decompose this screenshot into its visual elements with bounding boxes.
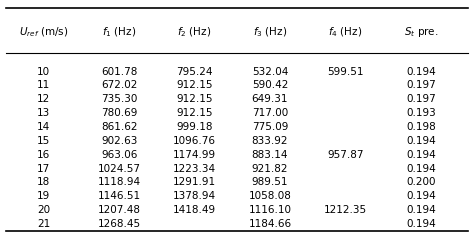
Text: 1058.08: 1058.08: [248, 191, 292, 201]
Text: 0.194: 0.194: [406, 205, 436, 215]
Text: 0.194: 0.194: [406, 164, 436, 173]
Text: 1174.99: 1174.99: [173, 150, 216, 160]
Text: 912.15: 912.15: [176, 80, 213, 91]
Text: 0.200: 0.200: [406, 178, 436, 187]
Text: 0.193: 0.193: [406, 108, 436, 118]
Text: 775.09: 775.09: [252, 122, 288, 132]
Text: 17: 17: [37, 164, 50, 173]
Text: $\mathit{S}_t$ pre.: $\mathit{S}_t$ pre.: [403, 25, 438, 39]
Text: 921.82: 921.82: [252, 164, 288, 173]
Text: 883.14: 883.14: [252, 150, 288, 160]
Text: 532.04: 532.04: [252, 67, 288, 77]
Text: 0.194: 0.194: [406, 136, 436, 146]
Text: 18: 18: [37, 178, 50, 187]
Text: 833.92: 833.92: [252, 136, 288, 146]
Text: 1291.91: 1291.91: [173, 178, 216, 187]
Text: 1116.10: 1116.10: [248, 205, 292, 215]
Text: 1268.45: 1268.45: [98, 219, 141, 229]
Text: 649.31: 649.31: [252, 94, 288, 104]
Text: 1184.66: 1184.66: [248, 219, 292, 229]
Text: 861.62: 861.62: [101, 122, 137, 132]
Text: 1146.51: 1146.51: [98, 191, 141, 201]
Text: 16: 16: [37, 150, 50, 160]
Text: 19: 19: [37, 191, 50, 201]
Text: 601.78: 601.78: [101, 67, 137, 77]
Text: 21: 21: [37, 219, 50, 229]
Text: 1223.34: 1223.34: [173, 164, 216, 173]
Text: 912.15: 912.15: [176, 94, 213, 104]
Text: 780.69: 780.69: [101, 108, 137, 118]
Text: 957.87: 957.87: [327, 150, 364, 160]
Text: $\mathit{f}_3$ (Hz): $\mathit{f}_3$ (Hz): [253, 25, 287, 39]
Text: 1096.76: 1096.76: [173, 136, 216, 146]
Text: 1378.94: 1378.94: [173, 191, 216, 201]
Text: 11: 11: [37, 80, 50, 91]
Text: 999.18: 999.18: [176, 122, 213, 132]
Text: 1118.94: 1118.94: [98, 178, 141, 187]
Text: 963.06: 963.06: [101, 150, 137, 160]
Text: 15: 15: [37, 136, 50, 146]
Text: 735.30: 735.30: [101, 94, 137, 104]
Text: 1418.49: 1418.49: [173, 205, 216, 215]
Text: 0.194: 0.194: [406, 219, 436, 229]
Text: 1024.57: 1024.57: [98, 164, 141, 173]
Text: 672.02: 672.02: [101, 80, 137, 91]
Text: $\mathit{U}_{ref}$ (m/s): $\mathit{U}_{ref}$ (m/s): [19, 25, 68, 39]
Text: 13: 13: [37, 108, 50, 118]
Text: 0.198: 0.198: [406, 122, 436, 132]
Text: 20: 20: [37, 205, 50, 215]
Text: 912.15: 912.15: [176, 108, 213, 118]
Text: 14: 14: [37, 122, 50, 132]
Text: $\mathit{f}_2$ (Hz): $\mathit{f}_2$ (Hz): [177, 25, 212, 39]
Text: 0.194: 0.194: [406, 191, 436, 201]
Text: 599.51: 599.51: [327, 67, 364, 77]
Text: 795.24: 795.24: [176, 67, 213, 77]
Text: 717.00: 717.00: [252, 108, 288, 118]
Text: $\mathit{f}_4$ (Hz): $\mathit{f}_4$ (Hz): [328, 25, 363, 39]
Text: 0.194: 0.194: [406, 67, 436, 77]
Text: $\mathit{f}_1$ (Hz): $\mathit{f}_1$ (Hz): [102, 25, 137, 39]
Text: 590.42: 590.42: [252, 80, 288, 91]
Text: 0.194: 0.194: [406, 150, 436, 160]
Text: 10: 10: [37, 67, 50, 77]
Text: 1207.48: 1207.48: [98, 205, 141, 215]
Text: 0.197: 0.197: [406, 80, 436, 91]
Text: 902.63: 902.63: [101, 136, 137, 146]
Text: 12: 12: [37, 94, 50, 104]
Text: 0.197: 0.197: [406, 94, 436, 104]
Text: 1212.35: 1212.35: [324, 205, 367, 215]
Text: 989.51: 989.51: [252, 178, 288, 187]
